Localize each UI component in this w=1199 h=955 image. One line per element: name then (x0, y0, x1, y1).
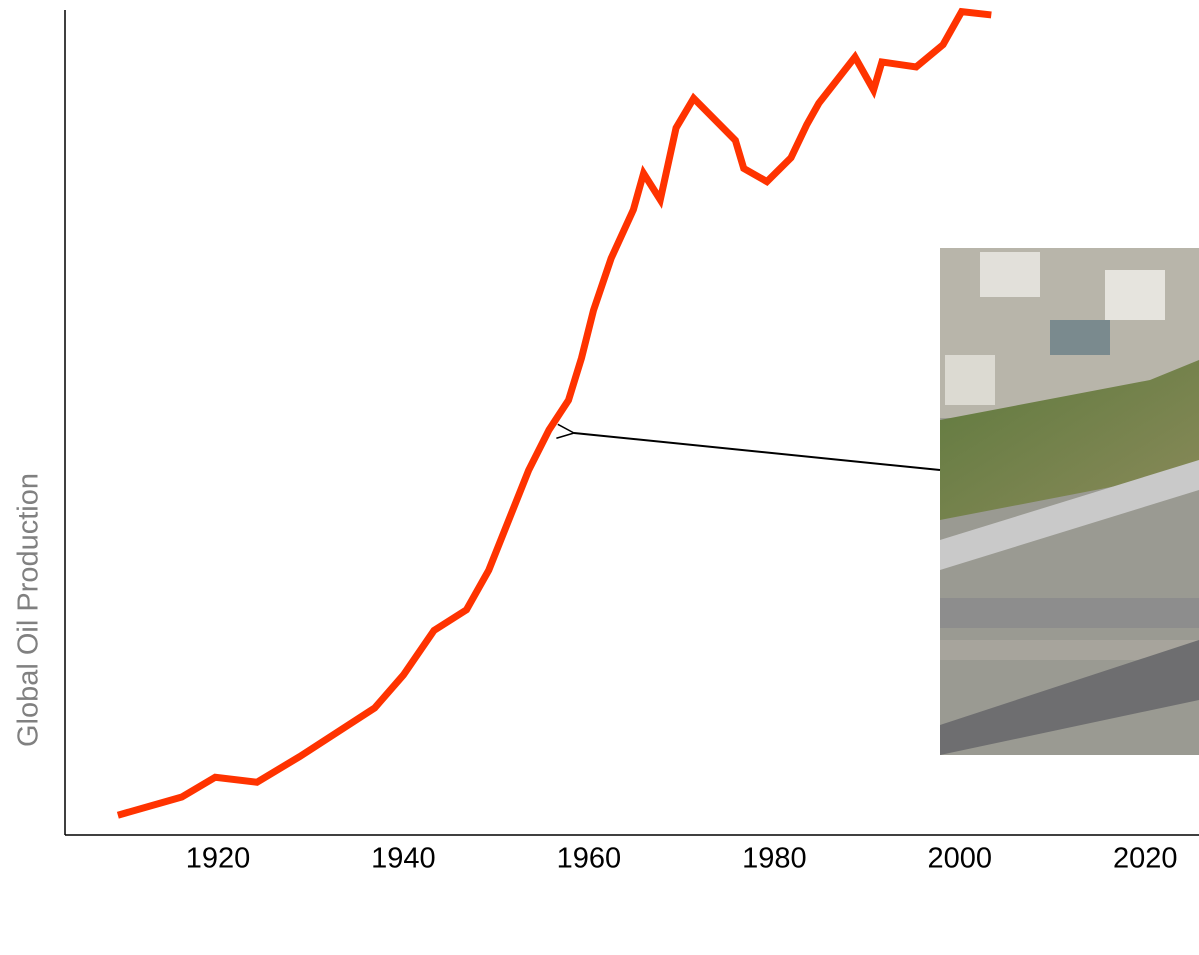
x-tick-label: 2000 (928, 843, 993, 875)
x-tick-label: 1920 (186, 843, 251, 875)
annotation-arrow (574, 433, 941, 471)
x-tick-label: 1980 (742, 843, 807, 875)
x-tick-label: 1940 (371, 843, 436, 875)
photo (940, 248, 1199, 755)
line-series (116, 7, 992, 819)
x-tick-label: 2020 (1113, 843, 1178, 875)
y-axis-label: Global Oil Production (13, 473, 45, 747)
x-tick-label: 1960 (557, 843, 622, 875)
